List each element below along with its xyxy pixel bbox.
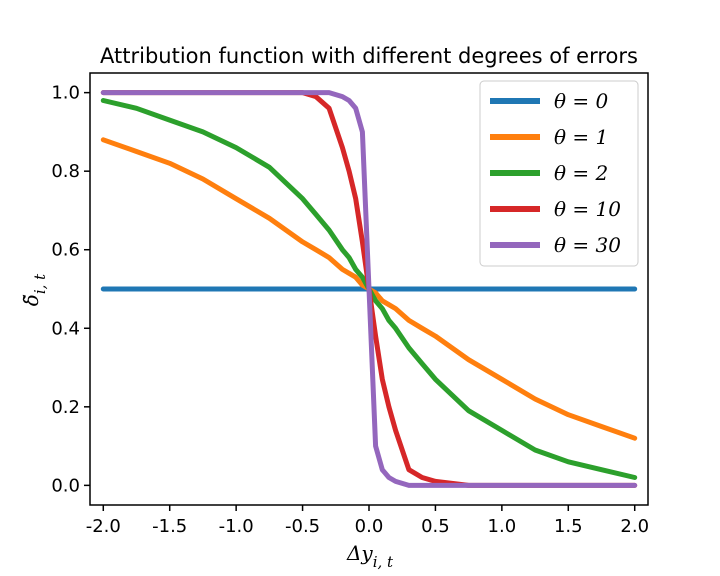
x-tick-label: 1.0 [488,516,517,537]
y-tick-label: 1.0 [51,83,80,104]
legend-label-3: θ = 10 [554,197,621,221]
y-tick-label: 0.4 [51,318,80,339]
x-axis-label: Δyi, t [346,541,394,571]
x-axis-label-main: Δy [346,541,373,565]
x-tick-label: 2.0 [620,516,649,537]
y-tick-label: 0.0 [51,475,80,496]
series-line-4 [100,90,638,488]
legend: θ = 0 θ = 1 θ = 2 θ = 10 θ = 30 [479,80,639,267]
legend-frame [479,80,639,267]
legend-label-2: θ = 2 [554,161,608,185]
series-layer [100,90,638,488]
y-axis-ticks: 0.0 0.2 0.4 0.6 0.8 1.0 [51,83,90,496]
legend-label-0: θ = 0 [554,89,609,113]
x-tick-label: -1.0 [219,516,254,537]
y-tick-label: 0.8 [51,161,80,182]
x-tick-label: -0.5 [285,516,320,537]
y-axis-label-subscript: i, t [31,273,49,294]
x-tick-label: 0.0 [355,516,384,537]
y-tick-label: 0.6 [51,240,80,261]
x-tick-label: 1.5 [554,516,583,537]
y-axis-label: δ̃i, t [19,273,49,306]
x-axis-ticks: -2.0 -1.5 -1.0 -0.5 0.0 0.5 1.0 1.5 2.0 [86,505,649,537]
legend-label-4: θ = 30 [554,233,621,257]
x-tick-label: -1.5 [152,516,187,537]
legend-label-1: θ = 1 [554,125,608,149]
x-tick-label: -2.0 [86,516,121,537]
y-tick-label: 0.2 [51,397,80,418]
chart-title: Attribution function with different degr… [100,44,638,68]
x-tick-label: 0.5 [421,516,450,537]
x-axis-label-subscript: i, t [373,553,394,571]
y-axis-label-main: δ̃ [19,294,43,306]
